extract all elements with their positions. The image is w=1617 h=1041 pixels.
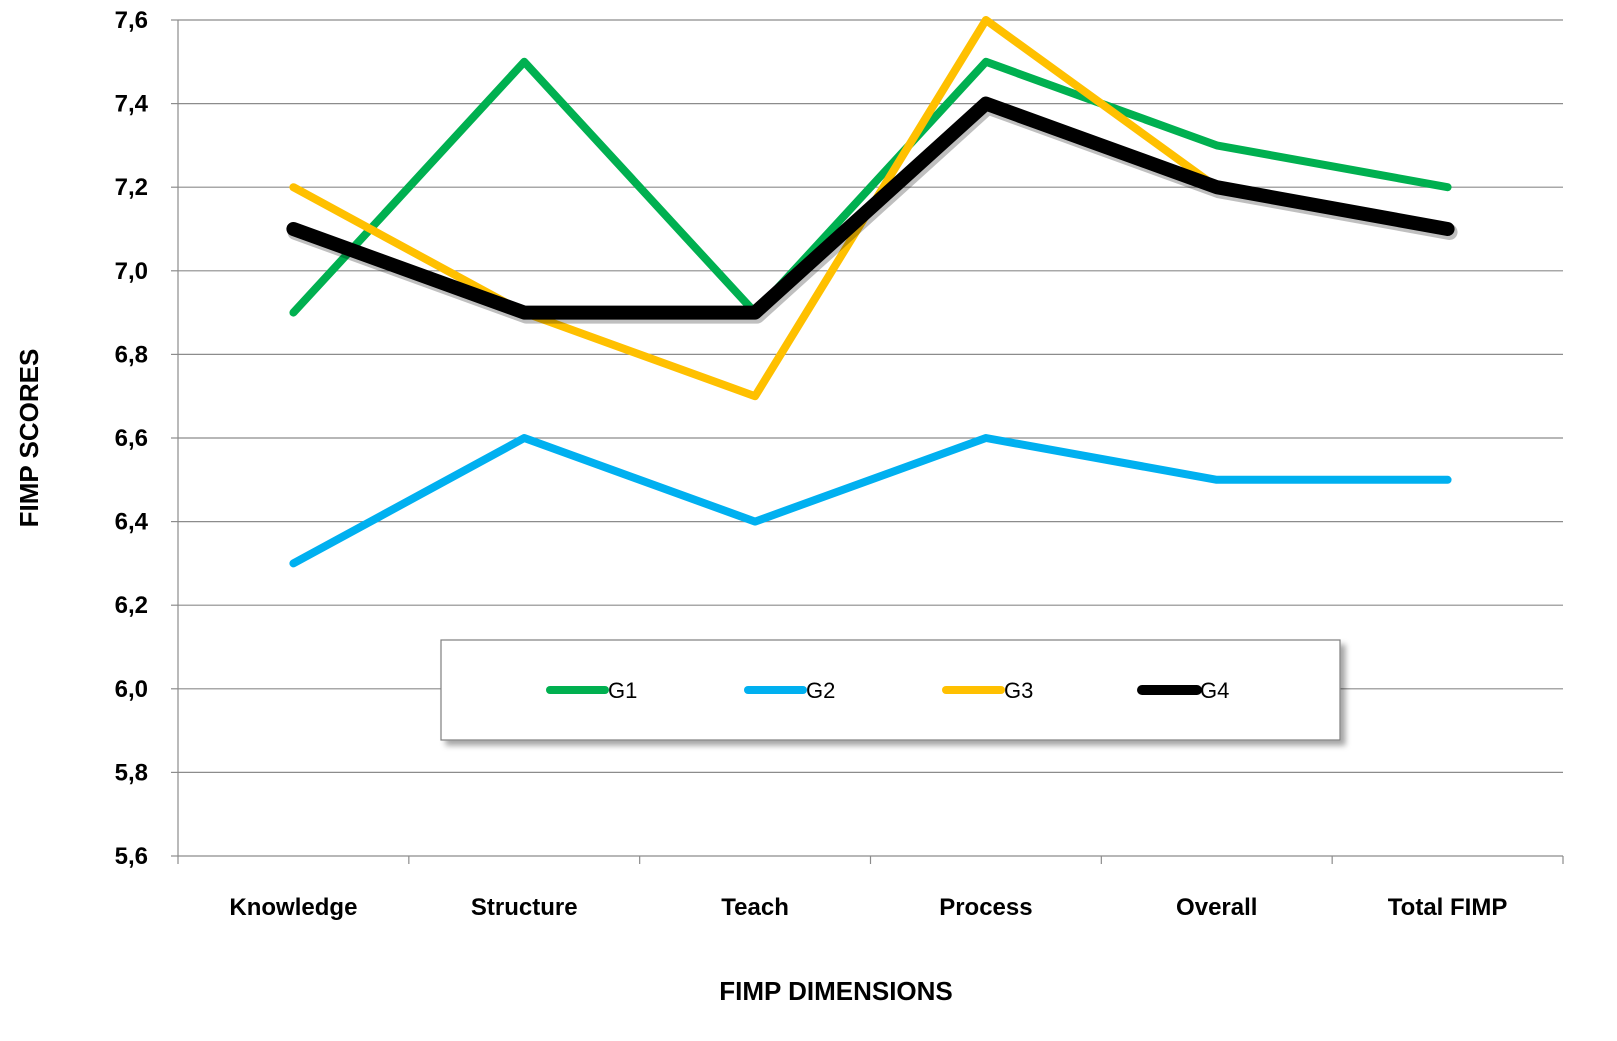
y-tick-label: 6,8: [115, 341, 148, 368]
legend-label: G2: [806, 678, 835, 703]
y-tick-label: 6,2: [115, 592, 148, 619]
y-tick-label: 5,6: [115, 843, 148, 870]
legend: G1 G2 G3 G4: [440, 639, 1341, 741]
y-tick-label: 7,6: [115, 7, 148, 34]
y-tick-label: 6,6: [115, 425, 148, 452]
x-tick-label: Teach: [721, 894, 789, 921]
y-axis-title: FIMP SCORES: [14, 349, 44, 528]
legend-label: G1: [608, 678, 637, 703]
y-tick-label: 7,4: [115, 91, 149, 118]
y-tick-label: 7,2: [115, 174, 148, 201]
series-line-g1: [289, 57, 1452, 317]
x-axis-title: FIMP DIMENSIONS: [719, 976, 953, 1006]
series-lines: [286, 16, 1458, 568]
series-line-g4: [286, 96, 1455, 320]
y-tick-label: 5,8: [115, 759, 148, 786]
x-tick-label: Total FIMP: [1388, 894, 1508, 921]
y-tick-label: 6,0: [115, 676, 148, 703]
y-axis-ticks: 5,6 5,8 6,0 6,2 6,4 6,6 6,8 7,0 7,2 7,4 7,6: [115, 7, 178, 870]
series-line-g2: [289, 434, 1452, 568]
legend-label: G3: [1004, 678, 1033, 703]
x-tick-label: Process: [939, 894, 1032, 921]
x-axis-ticks: Knowledge Structure Teach Process Overall Tot…: [177, 856, 1564, 921]
legend-label: G4: [1200, 678, 1229, 703]
y-tick-label: 7,0: [115, 258, 148, 285]
x-tick-label: Overall: [1176, 894, 1257, 921]
x-tick-label: Structure: [471, 894, 578, 921]
y-tick-label: 6,4: [115, 509, 149, 536]
x-tick-label: Knowledge: [229, 894, 357, 921]
